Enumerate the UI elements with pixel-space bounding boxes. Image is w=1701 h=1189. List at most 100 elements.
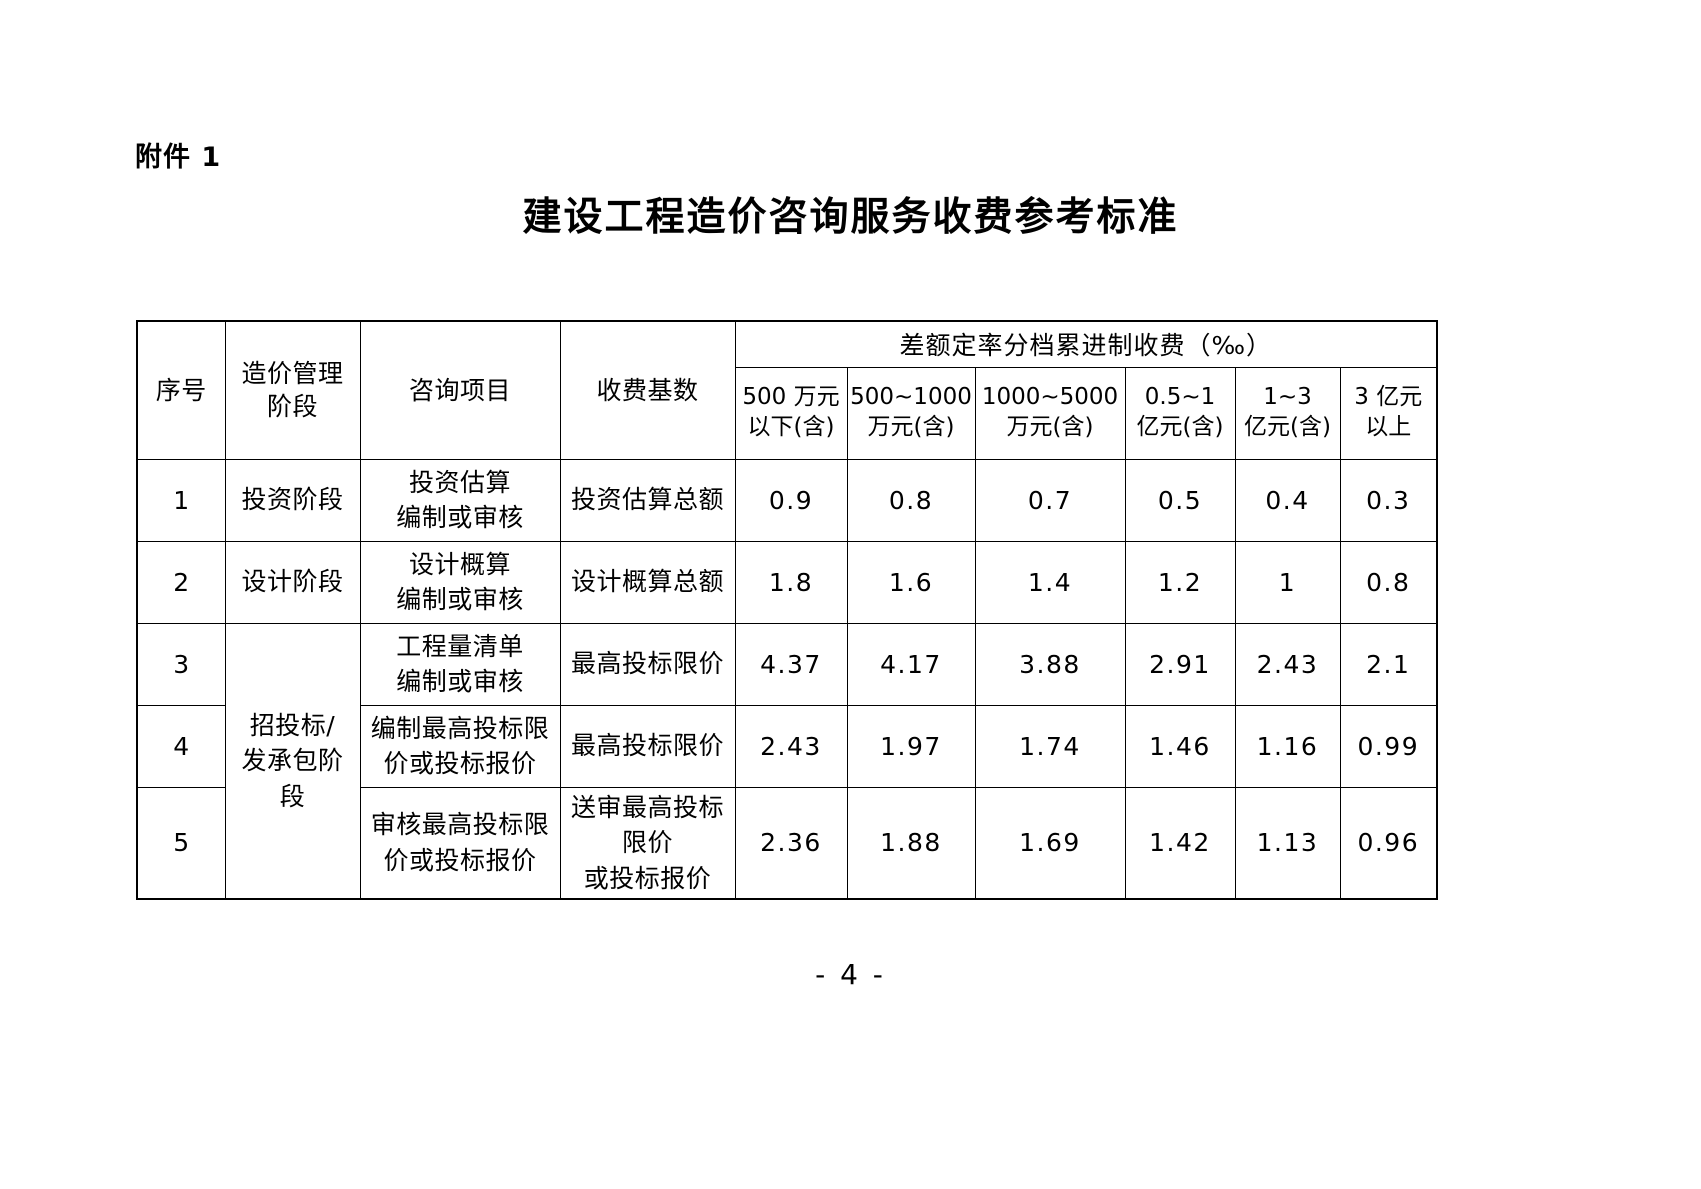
row-base-line1: 送审最高投标: [570, 792, 724, 822]
row-value: 0.96: [1339, 786, 1438, 900]
row-item-line2: 价或投标报价: [383, 845, 537, 875]
header-tier-3: 1000~5000 万元(含): [974, 366, 1126, 460]
row-item-line2: 编制或审核: [396, 585, 524, 614]
row-value: 4.37: [734, 622, 848, 706]
row-item-line2: 编制或审核: [396, 503, 524, 532]
row-value: 1.6: [846, 540, 976, 624]
header-tier-1-line2: 以下(含): [747, 414, 835, 440]
table-header-row-2: 500 万元 以下(含) 500~1000 万元(含) 1000~5000 万元…: [137, 366, 1438, 460]
header-tier-4-line2: 亿元(含): [1136, 414, 1224, 440]
row-value: 1.88: [846, 786, 976, 900]
header-tier-1: 500 万元 以下(含): [734, 366, 848, 460]
row-value: 0.3: [1339, 458, 1438, 542]
header-tier-6: 3 亿元 以上: [1339, 366, 1438, 460]
row-base-line3: 或投标报价: [583, 863, 712, 893]
row-item: 工程量清单 编制或审核: [359, 622, 561, 706]
row-base-line1: 设计概算总额: [570, 567, 724, 597]
row-base-line1: 最高投标限价: [570, 649, 724, 679]
header-tier-6-line1: 3 亿元: [1354, 384, 1423, 411]
row-no: 5: [136, 786, 226, 900]
fee-standard-table: 序号 造价管理 阶段 咨询项目 收费基数 差额定率分档累进制收费（‰） 500 …: [136, 320, 1439, 900]
row-base-line1: 最高投标限价: [570, 731, 724, 761]
attachment-label: 附件 1: [135, 142, 222, 173]
row-value: 1.97: [846, 704, 976, 788]
row-base-line2: 限价: [621, 828, 673, 857]
row-base: 最高投标限价: [559, 704, 736, 788]
row-value: 2.43: [734, 704, 848, 788]
table-row: 3 招投标/ 发承包阶 段 工程量清单 编制或审核 最高投标限价 4.37 4.…: [136, 622, 1438, 900]
row-item-line1: 工程量清单: [396, 631, 524, 661]
row-value: 2.36: [734, 786, 848, 900]
table-row: 5 审核最高投标限 价或投标报价 送审最高投标 限价 或投标报价 2.36 1.…: [136, 786, 1438, 900]
row-value: 1.16: [1234, 704, 1341, 788]
row-value: 0.7: [974, 458, 1126, 542]
row-value: 0.5: [1124, 458, 1236, 542]
header-tier-2: 500~1000 万元(含): [846, 366, 976, 460]
row-value: 0.9: [734, 458, 848, 542]
row-no: 1: [136, 458, 226, 542]
row-value: 1.46: [1124, 704, 1236, 788]
header-tier-5-line2: 亿元(含): [1244, 414, 1331, 440]
header-tier-2-line1: 500~1000: [850, 384, 972, 411]
row-base-line1: 投资估算总额: [570, 485, 724, 515]
row-value: 0.99: [1339, 704, 1438, 788]
table-header-row-1: 序号 造价管理 阶段 咨询项目 收费基数 差额定率分档累进制收费（‰）: [136, 320, 1438, 460]
row-base: 投资估算总额: [559, 458, 736, 542]
header-item: 咨询项目: [359, 320, 561, 460]
row-base: 设计概算总额: [559, 540, 736, 624]
header-tier-3-line2: 万元(含): [1006, 414, 1094, 440]
row-value: 0.8: [1339, 540, 1438, 624]
row-item: 投资估算 编制或审核: [359, 458, 561, 542]
row-value: 0.4: [1234, 458, 1341, 542]
header-tier-1-line1: 500 万元: [742, 384, 840, 411]
header-stage: 造价管理 阶段: [224, 320, 361, 460]
row-stage: 设计阶段: [224, 540, 361, 624]
header-tier-5: 1~3 亿元(含): [1234, 366, 1341, 460]
table-row: 1 投资阶段 投资估算 编制或审核 投资估算总额 0.9 0.8 0.7 0.5…: [136, 458, 1438, 542]
row-value: 1: [1234, 540, 1341, 624]
header-tier-4-line1: 0.5~1: [1144, 384, 1216, 411]
fee-standard-table-wrapper: 序号 造价管理 阶段 咨询项目 收费基数 差额定率分档累进制收费（‰） 500 …: [136, 320, 1439, 900]
row-value: 2.43: [1234, 622, 1341, 706]
row-value: 0.8: [846, 458, 976, 542]
row-value: 1.74: [974, 704, 1126, 788]
row-item: 编制最高投标限 价或投标报价: [359, 704, 561, 788]
row-no: 4: [136, 704, 226, 788]
header-stage-line2: 阶段: [266, 392, 318, 422]
row-item: 审核最高投标限 价或投标报价: [359, 786, 561, 900]
row-value: 3.88: [974, 622, 1126, 706]
row-value: 1.4: [974, 540, 1126, 624]
row-no: 2: [136, 540, 226, 624]
row-value: 2.1: [1339, 622, 1438, 706]
row-value: 1.42: [1124, 786, 1236, 900]
row-item-line1: 审核最高投标限: [370, 810, 550, 840]
row-item-line1: 投资估算: [408, 467, 511, 497]
header-no: 序号: [136, 320, 226, 460]
header-base: 收费基数: [559, 320, 736, 460]
row-item-line1: 设计概算: [408, 549, 511, 579]
header-tier-5-line1: 1~3: [1263, 384, 1312, 411]
row-base: 送审最高投标 限价 或投标报价: [559, 786, 736, 900]
row-no: 3: [136, 622, 226, 706]
row-base: 最高投标限价: [559, 622, 736, 706]
row-value: 1.13: [1234, 786, 1341, 900]
row-item-line2: 编制或审核: [396, 667, 524, 696]
row-item-line2: 价或投标报价: [383, 749, 537, 778]
row-item-line1: 编制最高投标限: [370, 713, 550, 743]
row-stage-merged-line1: 招投标/: [249, 710, 336, 740]
page-number: - 4 -: [815, 958, 886, 991]
row-stage-merged-line3: 段: [279, 781, 306, 811]
header-tier-2-line2: 万元(含): [867, 414, 955, 440]
header-tier-3-line1: 1000~5000: [981, 384, 1119, 411]
row-value: 1.8: [734, 540, 848, 624]
row-stage-merged-line2: 发承包阶: [241, 746, 344, 775]
row-stage: 投资阶段: [224, 458, 361, 542]
header-tier-group: 差额定率分档累进制收费（‰）: [734, 320, 1438, 368]
header-tier-4: 0.5~1 亿元(含): [1124, 366, 1236, 460]
row-value: 1.2: [1124, 540, 1236, 624]
page-title: 建设工程造价咨询服务收费参考标准: [522, 195, 1179, 240]
row-stage-merged: 招投标/ 发承包阶 段: [224, 622, 361, 900]
row-value: 2.91: [1124, 622, 1236, 706]
row-value: 4.17: [846, 622, 976, 706]
